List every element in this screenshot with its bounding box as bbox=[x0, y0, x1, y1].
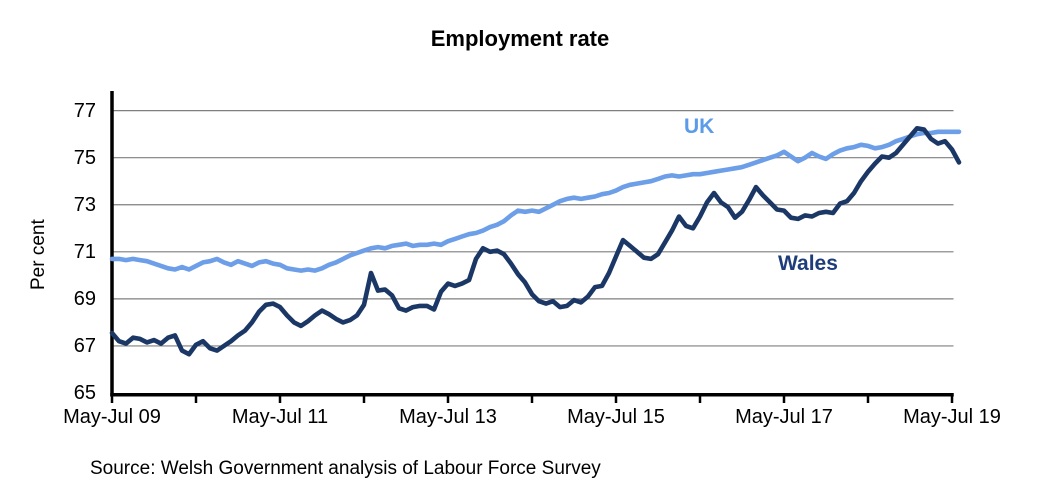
series-label-wales: Wales bbox=[778, 252, 838, 275]
x-tick-label-5: May-Jul 17 bbox=[735, 406, 833, 428]
chart-title: Employment rate bbox=[430, 26, 610, 51]
y-tick-label-73: 73 bbox=[73, 193, 96, 216]
x-tick-label-3: May-Jul 13 bbox=[399, 406, 497, 428]
source-note: Source: Welsh Government analysis of Lab… bbox=[90, 458, 601, 479]
y-tick-label-75: 75 bbox=[73, 146, 96, 169]
data-lines bbox=[109, 126, 962, 357]
y-tick-label-77: 77 bbox=[73, 99, 96, 122]
line-uk bbox=[109, 129, 962, 273]
x-axis-ticks bbox=[110, 394, 954, 403]
y-tick-label-65: 65 bbox=[73, 382, 96, 404]
x-tick-label-6: May-Jul 19 bbox=[903, 406, 1001, 428]
x-tick-label-1: May-Jul 09 bbox=[63, 406, 161, 428]
axes bbox=[110, 91, 954, 397]
y-tick-label-69: 69 bbox=[73, 287, 96, 310]
y-tick-label-71: 71 bbox=[73, 240, 96, 263]
x-tick-label-4: May-Jul 15 bbox=[567, 406, 665, 428]
x-tick-label-2: May-Jul 11 bbox=[231, 406, 329, 428]
gridlines bbox=[112, 110, 954, 347]
line-wales bbox=[109, 126, 962, 357]
y-tick-label-67: 67 bbox=[73, 334, 96, 357]
series-label-uk: UK bbox=[684, 115, 715, 138]
